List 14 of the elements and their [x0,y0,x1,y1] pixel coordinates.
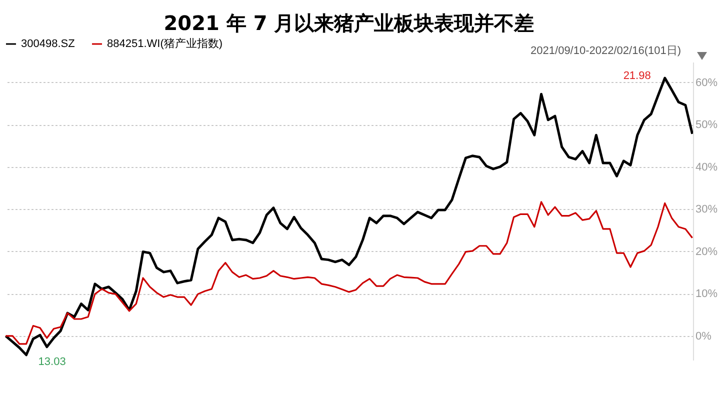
y-tick-label: 60% [696,76,718,89]
y-tick-label: 40% [696,161,718,174]
y-tick-label: 0% [696,330,712,342]
y-tick-label: 10% [696,288,718,300]
legend-label: 300498.SZ [21,38,76,50]
chart-title: 2021 年 7 月以来猪产业板块表现并不差 [164,11,534,35]
chart-subtitle: 2021/09/10-2022/02/16(101日) [530,45,681,57]
legend-label: 884251.WI(猪产业指数) [107,37,223,50]
line-series [5,201,693,345]
y-tick-label: 20% [696,246,718,258]
annotation: 13.03 [38,356,66,368]
y-tick-label: 30% [696,204,718,216]
y-tick-label: 50% [696,119,718,132]
annotation: 21.98 [623,70,651,82]
